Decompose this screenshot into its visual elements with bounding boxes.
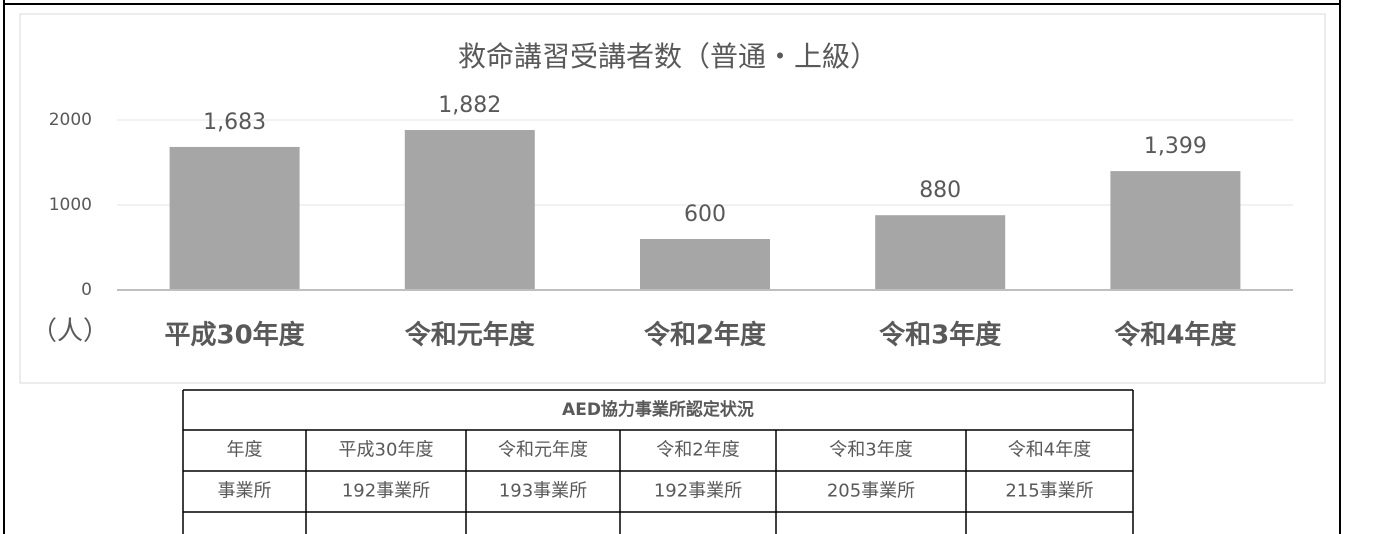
bar (404, 130, 535, 290)
table-cell: 年度 (227, 440, 263, 461)
table-cell: 192事業所 (342, 481, 430, 502)
table-cell: 令和2年度 (656, 440, 739, 461)
table-cell: 令和4年度 (1008, 440, 1091, 461)
y-tick-label: 1000 (49, 195, 92, 215)
y-tick-label: 2000 (49, 110, 92, 130)
chart-title: 救命講習受講者数（普通・上級） (458, 40, 878, 73)
table-cell: 令和元年度 (498, 440, 588, 461)
y-unit: （人） (31, 317, 109, 347)
x-tick-label: 令和元年度 (405, 320, 535, 351)
bar (875, 215, 1006, 290)
table-cell: 215事業所 (1005, 481, 1093, 502)
table-cell: 205事業所 (827, 481, 915, 502)
data-label: 1,399 (1144, 134, 1207, 159)
table-title: AED協力事業所認定状況 (562, 399, 754, 420)
bar (169, 146, 300, 290)
x-tick-label: 令和3年度 (879, 320, 1001, 351)
data-label: 600 (684, 202, 726, 227)
table-cell: 193事業所 (499, 481, 587, 502)
x-tick-label: 令和4年度 (1114, 320, 1236, 351)
table-cell: 事業所 (218, 481, 272, 502)
x-tick-label: 令和2年度 (644, 320, 766, 351)
data-label: 1,882 (438, 93, 501, 118)
y-tick-label: 0 (81, 280, 92, 300)
table-cell: 平成30年度 (339, 440, 434, 461)
table-cell: 192事業所 (654, 481, 742, 502)
data-label: 880 (919, 178, 961, 203)
bar (1110, 171, 1241, 290)
bar (640, 239, 770, 290)
data-label: 1,683 (203, 110, 266, 135)
x-tick-label: 平成30年度 (165, 320, 305, 351)
table-cell: 令和3年度 (829, 440, 912, 461)
